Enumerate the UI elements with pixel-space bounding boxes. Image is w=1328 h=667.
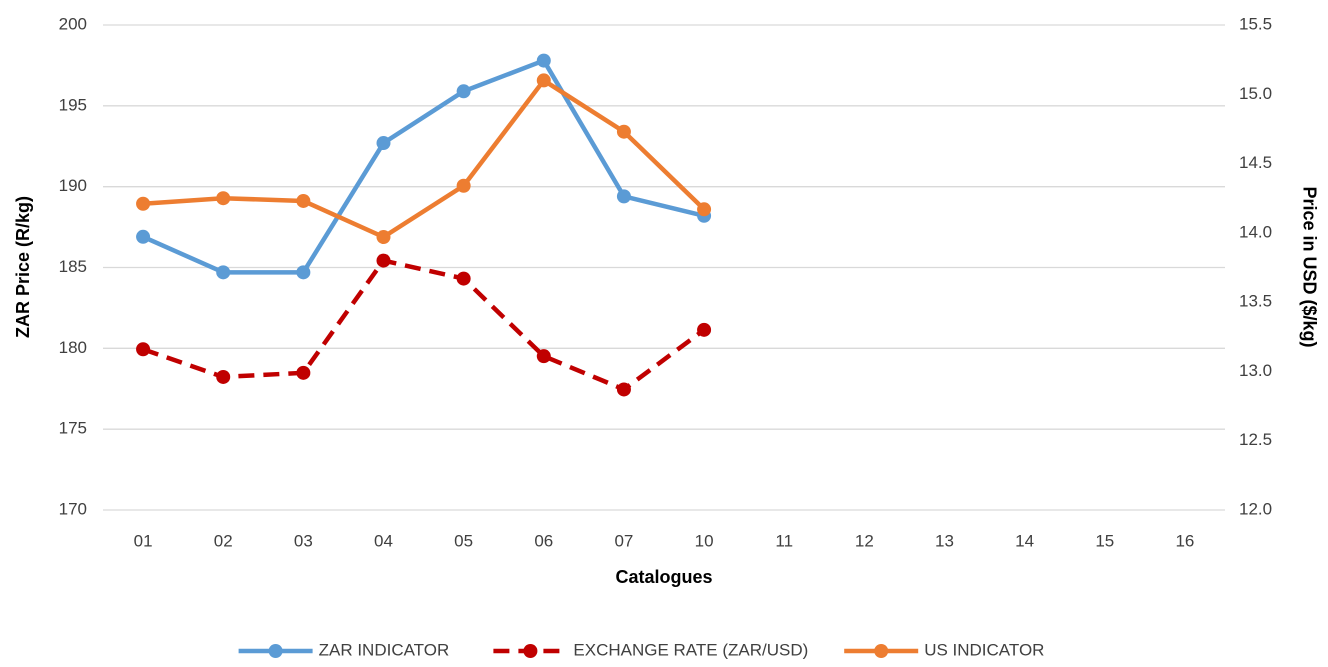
y2ticks-label: 15.5 [1239, 14, 1272, 33]
x-tick-label: 07 [614, 531, 633, 550]
point [296, 365, 311, 380]
y2ticks-label: 13.5 [1239, 292, 1272, 311]
x-axis-title: Catalogues [615, 567, 712, 587]
point [216, 191, 231, 206]
legend-label: EXCHANGE RATE (ZAR/USD) [573, 640, 808, 659]
x-tick-label: 16 [1175, 531, 1194, 550]
point [296, 265, 311, 280]
point [216, 265, 231, 280]
y-axis-title: ZAR Price (R/kg) [13, 196, 33, 338]
x-tick-label: 13 [935, 531, 954, 550]
point [456, 84, 471, 99]
x-tick-label: 12 [855, 531, 874, 550]
x-tick-label: 06 [534, 531, 553, 550]
point [616, 382, 631, 397]
legend-marker [523, 644, 538, 658]
point [697, 202, 712, 217]
point [536, 349, 551, 364]
point [536, 53, 551, 68]
x-tick-label: 15 [1095, 531, 1114, 550]
point [536, 73, 551, 88]
y2ticks-label: 12.0 [1239, 499, 1272, 518]
y2ticks-label: 13.0 [1239, 361, 1272, 380]
legend-marker [874, 644, 889, 658]
legend-label: US INDICATOR [924, 640, 1044, 659]
x-tick-label: 10 [695, 531, 714, 550]
x-tick-label: 01 [134, 531, 153, 550]
y2ticks-label: 14.5 [1239, 153, 1272, 172]
point [456, 271, 471, 286]
point [376, 230, 391, 245]
x-tick-label: 05 [454, 531, 473, 550]
series-line [142, 78, 706, 240]
legend-label: ZAR INDICATOR [319, 640, 450, 659]
x-tick-label: 04 [374, 531, 393, 550]
x-tick-label: 03 [294, 531, 313, 550]
point [376, 136, 391, 151]
point [136, 229, 151, 244]
yticks-label: 170 [59, 499, 87, 518]
point [216, 369, 231, 384]
point [616, 124, 631, 139]
yticks-label: 190 [59, 176, 87, 195]
x-tick-label: 14 [1015, 531, 1034, 550]
yticks-label: 185 [59, 257, 87, 276]
y2ticks-label: 15.0 [1239, 84, 1272, 103]
point [136, 196, 151, 211]
series-line [142, 58, 705, 275]
legend-marker [268, 644, 283, 658]
yticks-label: 200 [59, 14, 87, 33]
point [136, 342, 151, 357]
y2-axis-title: Price in USD ($/kg) [1299, 186, 1319, 347]
point [296, 193, 311, 208]
y2ticks-label: 14.0 [1239, 222, 1272, 241]
point [697, 322, 712, 337]
series-line [142, 258, 706, 392]
point [616, 189, 631, 204]
x-tick-label: 11 [775, 531, 793, 550]
yticks-label: 180 [59, 338, 87, 357]
x-tick-label: 02 [214, 531, 233, 550]
yticks-label: 175 [59, 419, 87, 438]
yticks-label: 195 [59, 95, 87, 114]
point [456, 178, 471, 193]
point [376, 253, 391, 268]
y2ticks-label: 12.5 [1239, 430, 1272, 449]
